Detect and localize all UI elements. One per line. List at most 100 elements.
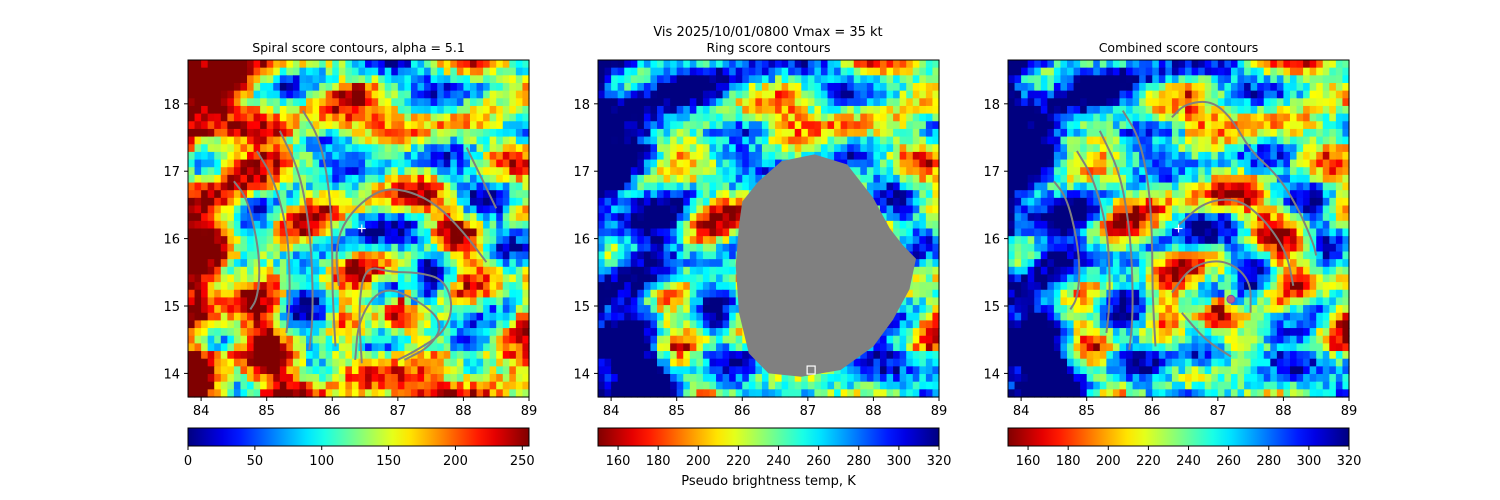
heatmap-cell <box>430 381 438 390</box>
heatmap-cell <box>194 328 202 337</box>
heatmap-cell <box>729 213 737 222</box>
heatmap-cell <box>384 90 392 99</box>
heatmap-cell <box>194 213 202 222</box>
heatmap-cell <box>502 335 510 344</box>
heatmap-cell <box>781 389 789 398</box>
heatmap-cell <box>1204 82 1212 92</box>
heatmap-cell <box>469 366 478 375</box>
heatmap-cell <box>469 343 478 352</box>
heatmap-cell <box>358 167 366 176</box>
heatmap-cell <box>476 251 484 260</box>
heatmap-cell <box>391 60 399 69</box>
heatmap-cell <box>1296 82 1304 92</box>
heatmap-cell <box>306 60 314 69</box>
heatmap-cell <box>761 366 770 375</box>
heatmap-cell <box>860 121 868 130</box>
heatmap-cell <box>801 381 809 390</box>
heatmap-cell <box>676 90 684 99</box>
heatmap-cell <box>630 266 638 276</box>
heatmap-cell <box>188 182 196 191</box>
heatmap-cell <box>266 328 274 337</box>
heatmap-cell <box>919 312 927 322</box>
heatmap-cell <box>689 205 697 214</box>
heatmap-cell <box>456 159 465 168</box>
heatmap-cell <box>273 82 281 92</box>
heatmap-cell <box>925 75 934 84</box>
heatmap-cell <box>814 105 822 115</box>
heatmap-cell <box>801 98 809 107</box>
heatmap-cell <box>345 182 353 191</box>
heatmap-cell <box>522 259 530 268</box>
heatmap-cell <box>319 374 327 383</box>
heatmap-cell <box>351 90 360 99</box>
heatmap-cell <box>397 136 406 145</box>
heatmap-cell <box>240 167 248 176</box>
heatmap-cell <box>286 343 294 352</box>
heatmap-cell <box>207 236 215 245</box>
heatmap-cell <box>319 213 327 222</box>
heatmap-cell <box>683 312 691 322</box>
heatmap-cell <box>899 335 907 344</box>
heatmap-cell <box>292 259 301 268</box>
heatmap-cell <box>899 144 907 153</box>
heatmap-cell <box>463 220 471 230</box>
heatmap-cell <box>801 144 809 153</box>
heatmap-cell <box>696 213 704 222</box>
heatmap-cell <box>722 351 730 360</box>
heatmap-cell <box>358 320 366 329</box>
heatmap-cell <box>814 113 822 122</box>
heatmap-cell <box>233 190 242 199</box>
heatmap-cell <box>1112 67 1121 76</box>
heatmap-cell <box>657 213 665 222</box>
heatmap-cell <box>702 174 711 184</box>
heatmap-cell <box>1053 82 1062 92</box>
heatmap-cell <box>410 159 419 168</box>
heatmap-cell <box>617 259 625 268</box>
heatmap-cell <box>657 105 665 115</box>
heatmap-cell <box>489 366 497 375</box>
heatmap-cell <box>391 228 399 237</box>
heatmap-cell <box>722 381 730 390</box>
heatmap-cell <box>233 113 242 122</box>
heatmap-cell <box>919 75 927 84</box>
heatmap-cell <box>1067 82 1075 92</box>
heatmap-cell <box>273 320 281 329</box>
heatmap-cell <box>893 213 901 222</box>
heatmap-cell <box>483 366 491 375</box>
heatmap-cell <box>716 312 724 322</box>
heatmap-cell <box>515 351 524 360</box>
heatmap-cell <box>1008 60 1016 69</box>
heatmap-cell <box>820 121 829 130</box>
heatmap-cell <box>391 136 399 145</box>
heatmap-cell <box>338 274 346 283</box>
heatmap-cell <box>689 274 697 283</box>
heatmap-cell <box>1198 75 1206 84</box>
heatmap-cell <box>899 366 907 375</box>
heatmap-cell <box>443 297 451 306</box>
heatmap-cell <box>378 266 386 276</box>
heatmap-cell <box>689 136 697 145</box>
heatmap-cell <box>768 82 776 92</box>
heatmap-cell <box>220 266 228 276</box>
heatmap-cell <box>233 289 242 299</box>
heatmap-cell <box>1132 67 1140 76</box>
heatmap-cell <box>1211 82 1219 92</box>
heatmap-cell <box>801 374 809 383</box>
heatmap-cell <box>233 98 242 107</box>
heatmap-cell <box>463 67 471 76</box>
heatmap-cell <box>207 167 215 176</box>
heatmap-cell <box>696 351 704 360</box>
heatmap-cell <box>814 389 822 398</box>
heatmap-cell <box>410 343 419 352</box>
heatmap-cell <box>860 105 868 115</box>
heatmap-cell <box>604 136 612 145</box>
heatmap-cell <box>188 312 196 322</box>
heatmap-cell <box>925 182 934 191</box>
heatmap-cell <box>450 228 458 237</box>
heatmap-cell <box>624 343 632 352</box>
heatmap-cell <box>906 197 914 207</box>
heatmap-cell <box>676 75 684 84</box>
heatmap-cell <box>630 358 638 367</box>
heatmap-cell <box>502 113 510 122</box>
heatmap-cell <box>410 251 419 260</box>
